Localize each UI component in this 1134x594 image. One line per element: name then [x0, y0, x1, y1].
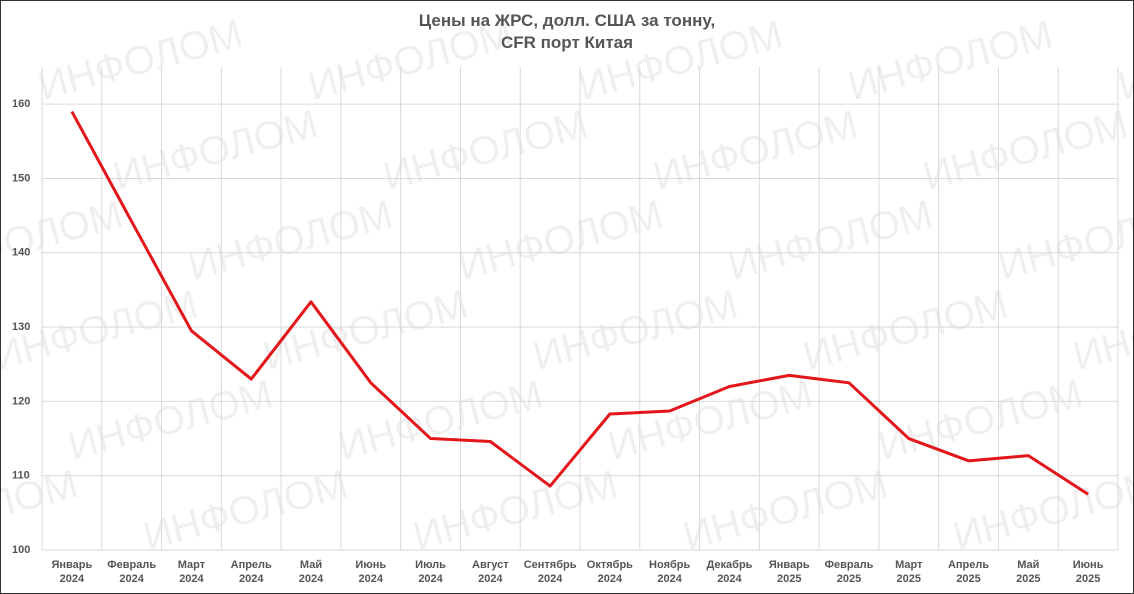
x-tick-label: Март 2024: [178, 559, 206, 585]
x-tick-label: Июль 2024: [415, 559, 446, 585]
x-tick-label: Сентябрь 2024: [524, 559, 577, 585]
x-tick-label: Август 2024: [472, 559, 509, 585]
x-tick-label: Апрель 2025: [948, 559, 989, 585]
x-tick-label: Декабрь 2024: [706, 559, 752, 585]
x-tick-label: Октябрь 2024: [587, 559, 633, 585]
y-tick-label: 110: [12, 470, 30, 482]
x-tick-label: Февраль 2025: [825, 559, 874, 585]
x-tick-label: Январь 2024: [51, 559, 92, 585]
x-tick-label: Апрель 2024: [231, 559, 272, 585]
y-tick-label: 100: [12, 544, 30, 556]
y-tick-label: 140: [12, 247, 30, 259]
chart-title: Цены на ЖРС, долл. США за тонну, CFR порт…: [419, 11, 716, 52]
line-series: [70, 110, 1089, 496]
y-tick-label: 130: [12, 321, 30, 333]
x-tick-label: Январь 2025: [769, 559, 810, 585]
x-tick-label: Март 2025: [895, 559, 923, 585]
grid: [41, 67, 1119, 551]
x-tick-label: Февраль 2024: [107, 559, 156, 585]
x-tick-label: Май 2024: [299, 559, 324, 585]
y-tick-label: 150: [12, 172, 30, 184]
y-tick-label: 160: [12, 98, 30, 110]
x-tick-label: Май 2025: [1016, 559, 1040, 585]
x-tick-label: Июнь 2024: [355, 559, 386, 585]
y-tick-label: 120: [12, 395, 30, 407]
x-tick-label: Июнь 2025: [1073, 559, 1104, 585]
x-tick-label: Ноябрь 2024: [649, 559, 690, 585]
